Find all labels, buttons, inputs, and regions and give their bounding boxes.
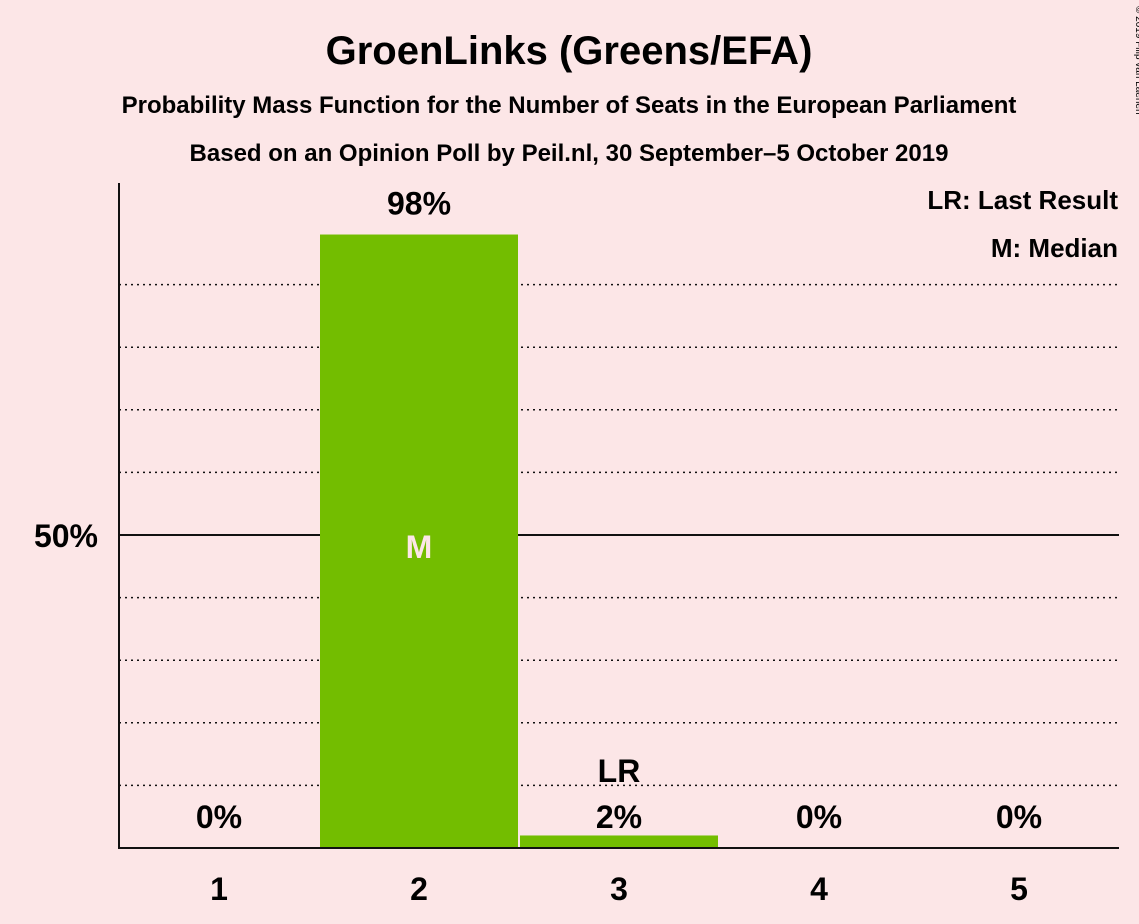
labels: 1 0% 2 98% M 3 2% LR 4 0% 5 0% <box>196 186 1042 907</box>
bar-3 <box>520 835 718 848</box>
median-marker: M <box>406 529 433 565</box>
x-tick-label-3: 3 <box>610 871 628 907</box>
value-label-4: 0% <box>796 799 842 835</box>
x-tick-label-1: 1 <box>210 871 228 907</box>
gridlines <box>119 283 1119 787</box>
copyright-notice: © 2019 Filip van Laenen <box>1133 6 1139 115</box>
bars <box>320 234 718 848</box>
value-label-3: 2% <box>596 799 642 835</box>
legend-last-result: LR: Last Result <box>927 185 1118 215</box>
x-tick-label-4: 4 <box>810 871 828 907</box>
x-tick-label-2: 2 <box>410 871 428 907</box>
legend-median: M: Median <box>991 233 1118 263</box>
chart-title: GroenLinks (Greens/EFA) <box>326 29 813 73</box>
y-tick-label-50: 50% <box>34 518 98 554</box>
bar-2 <box>320 234 518 848</box>
value-label-5: 0% <box>996 799 1042 835</box>
chart-subtitle: Probability Mass Function for the Number… <box>122 92 1017 119</box>
value-label-2: 98% <box>387 186 451 222</box>
chart-source-line: Based on an Opinion Poll by Peil.nl, 30 … <box>190 140 949 167</box>
x-tick-label-5: 5 <box>1010 871 1028 907</box>
last-result-marker: LR <box>598 753 641 789</box>
value-label-1: 0% <box>196 799 242 835</box>
